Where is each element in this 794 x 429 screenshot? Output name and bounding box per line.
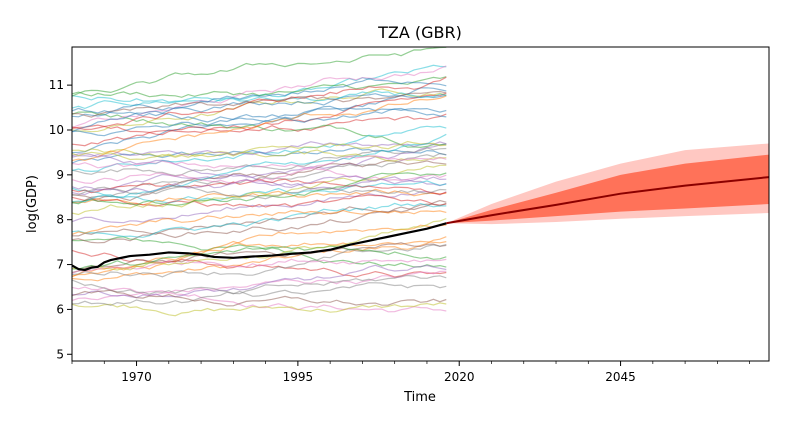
y-tick-label: 6 bbox=[56, 302, 64, 316]
country-series-line bbox=[72, 175, 447, 193]
country-series-line bbox=[72, 180, 447, 204]
country-series-line bbox=[72, 113, 447, 134]
country-series-line bbox=[72, 236, 447, 282]
country-series-line bbox=[72, 140, 447, 161]
forecast-median-line bbox=[446, 176, 769, 225]
country-series-line bbox=[72, 76, 447, 131]
country-series-line bbox=[72, 159, 447, 202]
country-series-line bbox=[72, 218, 447, 271]
country-series-line bbox=[72, 65, 447, 129]
country-series-line bbox=[72, 258, 447, 274]
x-tick-label: 1995 bbox=[283, 370, 314, 384]
country-series-line bbox=[72, 47, 447, 97]
country-series-line bbox=[72, 209, 447, 235]
country-series-line bbox=[72, 87, 447, 154]
country-series-line bbox=[72, 148, 447, 162]
country-series-line bbox=[72, 107, 447, 123]
x-tick-label: 2045 bbox=[605, 370, 636, 384]
country-series-line bbox=[72, 88, 447, 133]
y-axis: 5 6 7 8 9 10 11 bbox=[49, 78, 72, 361]
country-series-line bbox=[72, 274, 447, 307]
axes-frame bbox=[71, 46, 770, 362]
country-series-line bbox=[72, 302, 447, 317]
x-axis-label: Time bbox=[403, 390, 436, 405]
country-series-line bbox=[72, 270, 447, 302]
country-series-line bbox=[72, 178, 447, 195]
country-series-line bbox=[72, 240, 447, 277]
country-series-line bbox=[72, 245, 447, 270]
country-series-line bbox=[72, 141, 447, 158]
y-tick-label: 11 bbox=[49, 78, 64, 92]
x-axis: 1970 1995 2020 2045 bbox=[71, 361, 750, 384]
y-tick-label: 5 bbox=[56, 347, 64, 361]
x-tick-label: 1970 bbox=[121, 370, 152, 384]
country-series-line bbox=[72, 90, 447, 118]
country-series-line bbox=[72, 155, 447, 185]
country-series-line bbox=[72, 152, 447, 204]
country-series-line bbox=[72, 90, 447, 103]
country-series-line bbox=[72, 243, 447, 278]
country-series-line bbox=[72, 77, 447, 133]
country-series-line bbox=[72, 224, 447, 278]
y-tick-label: 7 bbox=[56, 258, 64, 272]
country-series-line bbox=[72, 105, 447, 137]
country-series-line bbox=[72, 93, 447, 118]
country-series-line bbox=[72, 202, 447, 244]
country-series-line bbox=[72, 185, 447, 200]
y-axis-label: log(GDP) bbox=[25, 175, 40, 233]
country-series-line bbox=[72, 242, 447, 274]
y-tick-label: 8 bbox=[56, 213, 64, 227]
country-series-line bbox=[72, 279, 447, 297]
y-tick-label: 10 bbox=[49, 123, 64, 137]
x-tick-label: 2020 bbox=[444, 370, 475, 384]
country-series-line bbox=[72, 202, 447, 238]
country-series-line bbox=[72, 172, 447, 206]
chart-title: TZA (GBR) bbox=[377, 23, 462, 42]
country-series-line bbox=[72, 153, 447, 191]
y-tick-label: 9 bbox=[56, 168, 64, 182]
country-series-line bbox=[72, 289, 447, 307]
forecast-inner-band bbox=[446, 154, 769, 224]
country-series-line bbox=[72, 111, 447, 149]
highlight-series-line bbox=[72, 222, 447, 272]
plot-area bbox=[72, 47, 769, 317]
country-series-line bbox=[72, 133, 447, 203]
country-series-line bbox=[72, 164, 447, 216]
country-series-line bbox=[72, 95, 447, 162]
